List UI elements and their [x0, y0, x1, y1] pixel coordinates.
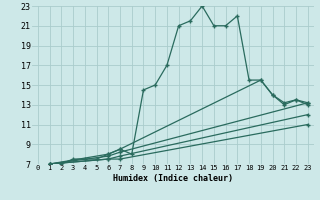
X-axis label: Humidex (Indice chaleur): Humidex (Indice chaleur): [113, 174, 233, 183]
